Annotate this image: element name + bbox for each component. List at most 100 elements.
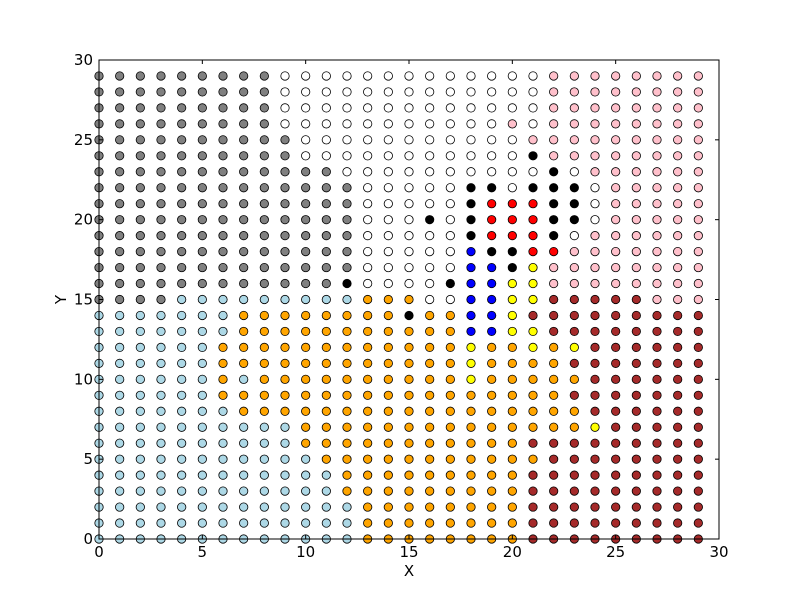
- point-orange: [466, 502, 476, 512]
- point-brown: [673, 486, 683, 496]
- point-lightblue: [342, 502, 352, 512]
- point-white: [363, 103, 373, 113]
- point-orange: [342, 438, 352, 448]
- point-orange: [321, 438, 331, 448]
- point-lightblue: [301, 518, 311, 528]
- point-lightblue: [177, 406, 187, 416]
- point-white: [342, 103, 352, 113]
- point-orange: [363, 470, 373, 480]
- point-gray: [239, 215, 249, 225]
- x-tick-label: 20: [503, 543, 522, 561]
- point-orange: [280, 342, 290, 352]
- point-blue: [466, 310, 476, 321]
- point-gray: [177, 151, 187, 161]
- point-white: [466, 87, 476, 97]
- point-lightblue: [135, 390, 145, 400]
- point-brown: [693, 518, 703, 528]
- point-white: [321, 135, 331, 145]
- point-orange: [383, 518, 393, 528]
- point-gray: [239, 199, 249, 209]
- point-brown: [569, 502, 579, 512]
- point-brown: [590, 374, 600, 384]
- point-lightblue: [156, 406, 166, 416]
- point-lightblue: [218, 422, 228, 432]
- point-orange: [507, 406, 517, 416]
- point-brown: [611, 486, 621, 496]
- point-gray: [177, 215, 187, 225]
- point-brown: [528, 470, 538, 480]
- point-orange: [425, 374, 435, 384]
- point-red: [528, 199, 538, 209]
- point-white: [528, 103, 538, 113]
- point-blue: [466, 262, 476, 273]
- point-lightblue: [135, 470, 145, 480]
- point-brown: [631, 470, 641, 480]
- point-white: [425, 135, 435, 145]
- point-black: [507, 262, 517, 273]
- point-pink: [693, 183, 703, 193]
- point-lightblue: [135, 454, 145, 464]
- point-brown: [528, 518, 538, 528]
- point-pink: [652, 262, 662, 273]
- point-brown: [631, 310, 641, 321]
- point-orange: [549, 358, 559, 368]
- point-lightblue: [301, 486, 311, 496]
- point-orange: [445, 438, 455, 448]
- point-orange: [342, 342, 352, 352]
- point-pink: [569, 278, 579, 289]
- point-red: [487, 215, 497, 225]
- point-brown: [673, 502, 683, 512]
- point-brown: [611, 406, 621, 416]
- point-orange: [425, 406, 435, 416]
- point-pink: [631, 231, 641, 241]
- point-lightblue: [239, 470, 249, 480]
- point-gray: [115, 278, 125, 289]
- x-tick-label: 25: [606, 543, 625, 561]
- point-pink: [590, 247, 600, 257]
- point-orange: [528, 422, 538, 432]
- point-white: [404, 151, 414, 161]
- point-orange: [280, 326, 290, 337]
- point-gray: [177, 247, 187, 257]
- point-lightblue: [218, 518, 228, 528]
- point-lightblue: [239, 294, 249, 305]
- point-orange: [445, 310, 455, 321]
- point-gray: [239, 278, 249, 289]
- point-orange: [466, 486, 476, 496]
- point-white: [321, 71, 331, 81]
- point-pink: [611, 167, 621, 177]
- point-orange: [239, 358, 249, 368]
- point-lightblue: [177, 358, 187, 368]
- point-orange: [363, 518, 373, 528]
- point-gray: [156, 135, 166, 145]
- point-white: [404, 183, 414, 193]
- point-orange: [528, 406, 538, 416]
- point-pink: [673, 199, 683, 209]
- point-gray: [259, 199, 269, 209]
- point-gray: [321, 183, 331, 193]
- point-gray: [321, 278, 331, 289]
- point-orange: [487, 518, 497, 528]
- point-orange: [507, 374, 517, 384]
- point-orange: [466, 390, 476, 400]
- points-layer: [94, 71, 703, 544]
- point-orange: [445, 518, 455, 528]
- point-gray: [156, 231, 166, 241]
- point-white: [425, 183, 435, 193]
- point-orange: [301, 422, 311, 432]
- point-gray: [218, 231, 228, 241]
- point-brown: [611, 310, 621, 321]
- point-orange: [363, 310, 373, 321]
- point-white: [301, 103, 311, 113]
- point-brown: [611, 438, 621, 448]
- point-lightblue: [321, 470, 331, 480]
- point-white: [321, 103, 331, 113]
- point-lightblue: [156, 438, 166, 448]
- point-orange: [404, 486, 414, 496]
- point-brown: [528, 486, 538, 496]
- point-gray: [280, 262, 290, 273]
- point-red: [528, 215, 538, 225]
- point-lightblue: [239, 502, 249, 512]
- point-gray: [135, 135, 145, 145]
- point-lightblue: [321, 294, 331, 305]
